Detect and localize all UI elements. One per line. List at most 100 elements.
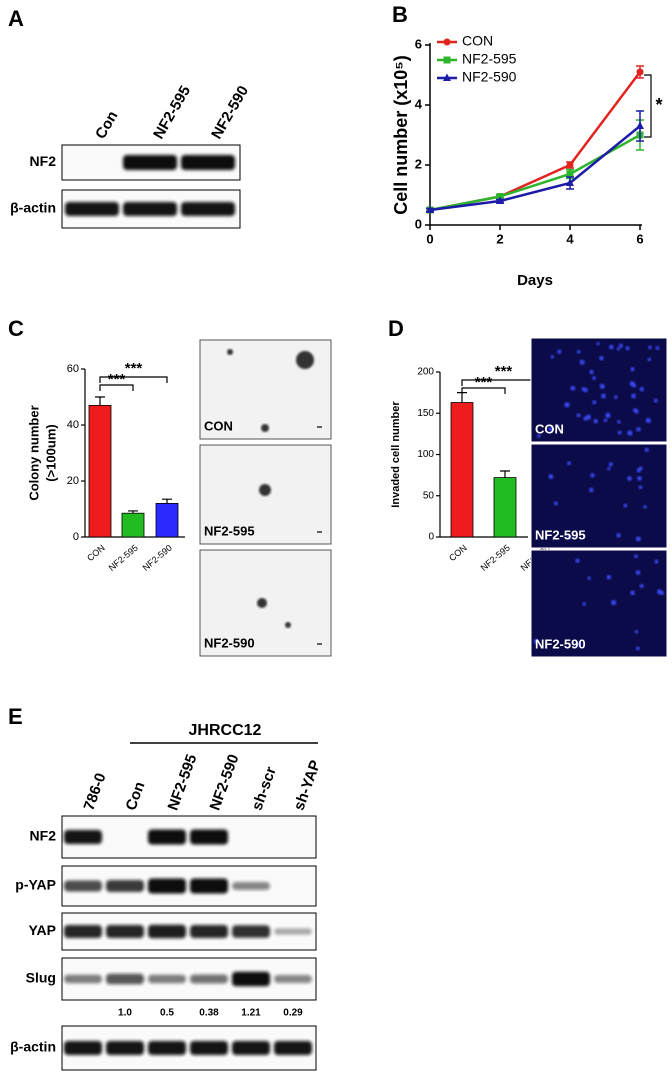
cell-nucleus bbox=[583, 387, 588, 393]
band-ratio: 0.38 bbox=[199, 1008, 219, 1019]
x-tick-label: 2 bbox=[496, 231, 503, 246]
blot-band bbox=[274, 928, 312, 935]
cell-nucleus bbox=[576, 413, 581, 418]
significance-label: *** bbox=[108, 371, 126, 388]
cell-nucleus bbox=[644, 447, 649, 452]
cell-nucleus bbox=[625, 346, 630, 351]
row-label: Slug bbox=[26, 970, 56, 986]
error-bar bbox=[162, 498, 172, 504]
y-tick-label: 0 bbox=[73, 531, 79, 543]
blot-band bbox=[190, 878, 228, 894]
blot-band bbox=[232, 971, 270, 987]
point bbox=[426, 205, 434, 213]
panel-letter: A bbox=[8, 6, 24, 31]
cell-nucleus bbox=[548, 426, 553, 432]
x-tick-label: 0 bbox=[426, 231, 433, 246]
point bbox=[566, 178, 574, 186]
cell-nucleus bbox=[623, 503, 628, 508]
cell-nucleus bbox=[631, 383, 637, 388]
cell-nucleus bbox=[596, 342, 600, 346]
cell-nucleus bbox=[582, 602, 586, 606]
cell-nucleus bbox=[634, 630, 639, 634]
y-axis-label: Invaded cell number bbox=[390, 401, 402, 508]
cell-nucleus bbox=[537, 434, 541, 438]
bar bbox=[450, 402, 474, 538]
micrograph-label: CON bbox=[204, 418, 233, 433]
cell-nucleus bbox=[659, 591, 664, 595]
cell-nucleus bbox=[636, 427, 641, 432]
row-label: β-actin bbox=[10, 1039, 56, 1055]
cell-nucleus bbox=[553, 501, 558, 506]
blot-band bbox=[148, 829, 186, 845]
cell-nucleus bbox=[608, 462, 613, 467]
band-ratio: 0.5 bbox=[160, 1008, 174, 1019]
blot-frame bbox=[61, 865, 317, 907]
blot-band bbox=[64, 880, 102, 892]
cell-nucleus bbox=[599, 383, 605, 389]
cell-nucleus bbox=[603, 418, 608, 422]
colony bbox=[296, 351, 314, 369]
blot-frame bbox=[61, 815, 317, 859]
cell-nucleus bbox=[564, 402, 570, 408]
cell-nucleus bbox=[643, 505, 647, 509]
row-label: p-YAP bbox=[15, 877, 56, 893]
row-label: NF2 bbox=[30, 828, 57, 844]
cell-nucleus bbox=[635, 536, 641, 542]
row-label: β-actin bbox=[10, 200, 56, 216]
error-bar bbox=[500, 470, 510, 478]
cell-nucleus bbox=[639, 584, 644, 589]
significance-bracket bbox=[644, 74, 652, 138]
y-tick-label: 0 bbox=[428, 532, 434, 543]
cell-nucleus bbox=[589, 487, 594, 493]
y-axis-label: Colony number bbox=[26, 405, 41, 500]
blot-band bbox=[106, 925, 144, 938]
cell-nucleus bbox=[627, 430, 633, 436]
cell-nucleus bbox=[557, 349, 562, 354]
blot-frame bbox=[61, 957, 317, 1001]
cell-nucleus bbox=[589, 369, 594, 375]
row-label: NF2 bbox=[30, 153, 57, 169]
cell-nucleus bbox=[638, 466, 643, 471]
significance-label: *** bbox=[125, 360, 143, 377]
point bbox=[636, 68, 644, 76]
band-ratio: 1.21 bbox=[241, 1008, 261, 1019]
cell-nucleus bbox=[567, 461, 572, 466]
x-tick-label: 4 bbox=[566, 231, 574, 246]
legend-marker bbox=[443, 56, 451, 64]
micrograph-label: NF2-595 bbox=[204, 523, 255, 538]
significance-label: * bbox=[655, 95, 662, 115]
row-label: YAP bbox=[28, 922, 56, 938]
panel-letter: C bbox=[8, 316, 24, 341]
panel-letter: B bbox=[392, 2, 408, 27]
micrograph-label: NF2-595 bbox=[535, 527, 586, 542]
legend-marker bbox=[443, 73, 451, 81]
blot-band bbox=[274, 1041, 312, 1055]
cell-nucleus bbox=[655, 346, 660, 351]
bar bbox=[121, 512, 145, 538]
colony bbox=[285, 622, 291, 628]
y-tick-label: 50 bbox=[423, 490, 435, 501]
cell-nucleus bbox=[635, 646, 640, 651]
series-line bbox=[429, 125, 641, 212]
cell-nucleus bbox=[617, 420, 621, 424]
cell-nucleus bbox=[648, 345, 652, 350]
cell-nucleus bbox=[587, 576, 591, 580]
cell-nucleus bbox=[579, 359, 585, 365]
cell-nucleus bbox=[575, 558, 580, 563]
y-tick-label: 20 bbox=[67, 475, 79, 487]
blot-band bbox=[190, 1041, 228, 1055]
colony bbox=[261, 424, 269, 432]
cell-nucleus bbox=[576, 641, 581, 647]
cell-nucleus bbox=[647, 357, 652, 362]
cell-nucleus bbox=[630, 367, 635, 372]
micrograph bbox=[530, 549, 668, 658]
blot-band bbox=[190, 829, 228, 845]
panel-letter: D bbox=[388, 316, 404, 341]
blot-band bbox=[148, 878, 186, 894]
blot-band bbox=[232, 925, 270, 938]
blot-band bbox=[106, 880, 144, 892]
y-tick-label: 60 bbox=[67, 363, 79, 375]
significance-bracket bbox=[461, 387, 506, 394]
error-bar bbox=[95, 396, 105, 406]
cell-nucleus bbox=[599, 355, 604, 361]
